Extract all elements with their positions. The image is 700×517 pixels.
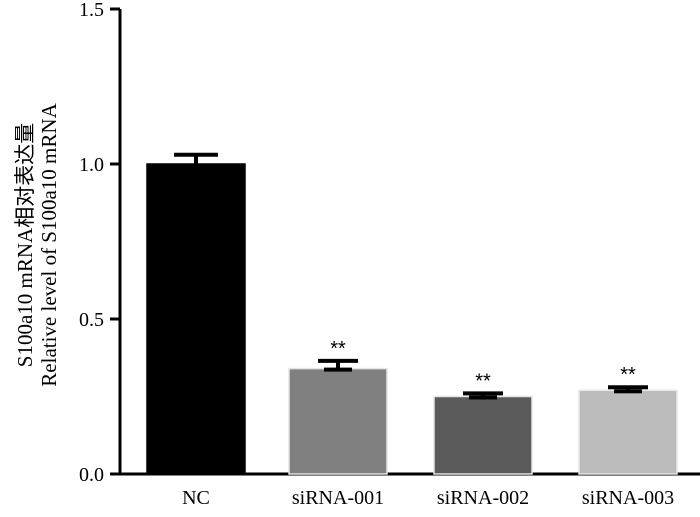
significance-label: **: [620, 364, 636, 386]
y-tick-label: 1.0: [79, 154, 104, 176]
y-axis-label-line1: S100a10 mRNA相对表达量: [13, 123, 37, 367]
x-tick-label: NC: [182, 487, 210, 509]
y-tick-label: 0.5: [79, 309, 104, 331]
bars: ** ** **: [146, 152, 678, 475]
y-axis-label: S100a10 mRNA相对表达量 Relative level of S100…: [13, 102, 61, 386]
x-tick-label: siRNA-002: [437, 487, 529, 509]
error-bar-base: [324, 367, 352, 372]
bar: [288, 367, 388, 475]
x-tick-label: siRNA-001: [292, 487, 384, 509]
x-tick-label: siRNA-003: [582, 487, 674, 509]
y-ticks: 0.0 0.5 1.0 1.5: [79, 0, 120, 486]
error-bar-base: [469, 395, 497, 400]
error-bar-base: [614, 389, 642, 394]
bar: [433, 395, 533, 475]
bar: [146, 163, 246, 475]
y-tick-label: 1.5: [79, 0, 104, 21]
bar: [578, 389, 678, 475]
y-axis-label-line2: Relative level of S100a10 mRNA: [37, 102, 61, 386]
x-tick-labels: NC siRNA-001 siRNA-002 siRNA-003: [182, 487, 674, 509]
significance-label: **: [330, 338, 346, 360]
y-tick-label: 0.0: [79, 464, 104, 486]
significance-label: **: [475, 370, 491, 392]
